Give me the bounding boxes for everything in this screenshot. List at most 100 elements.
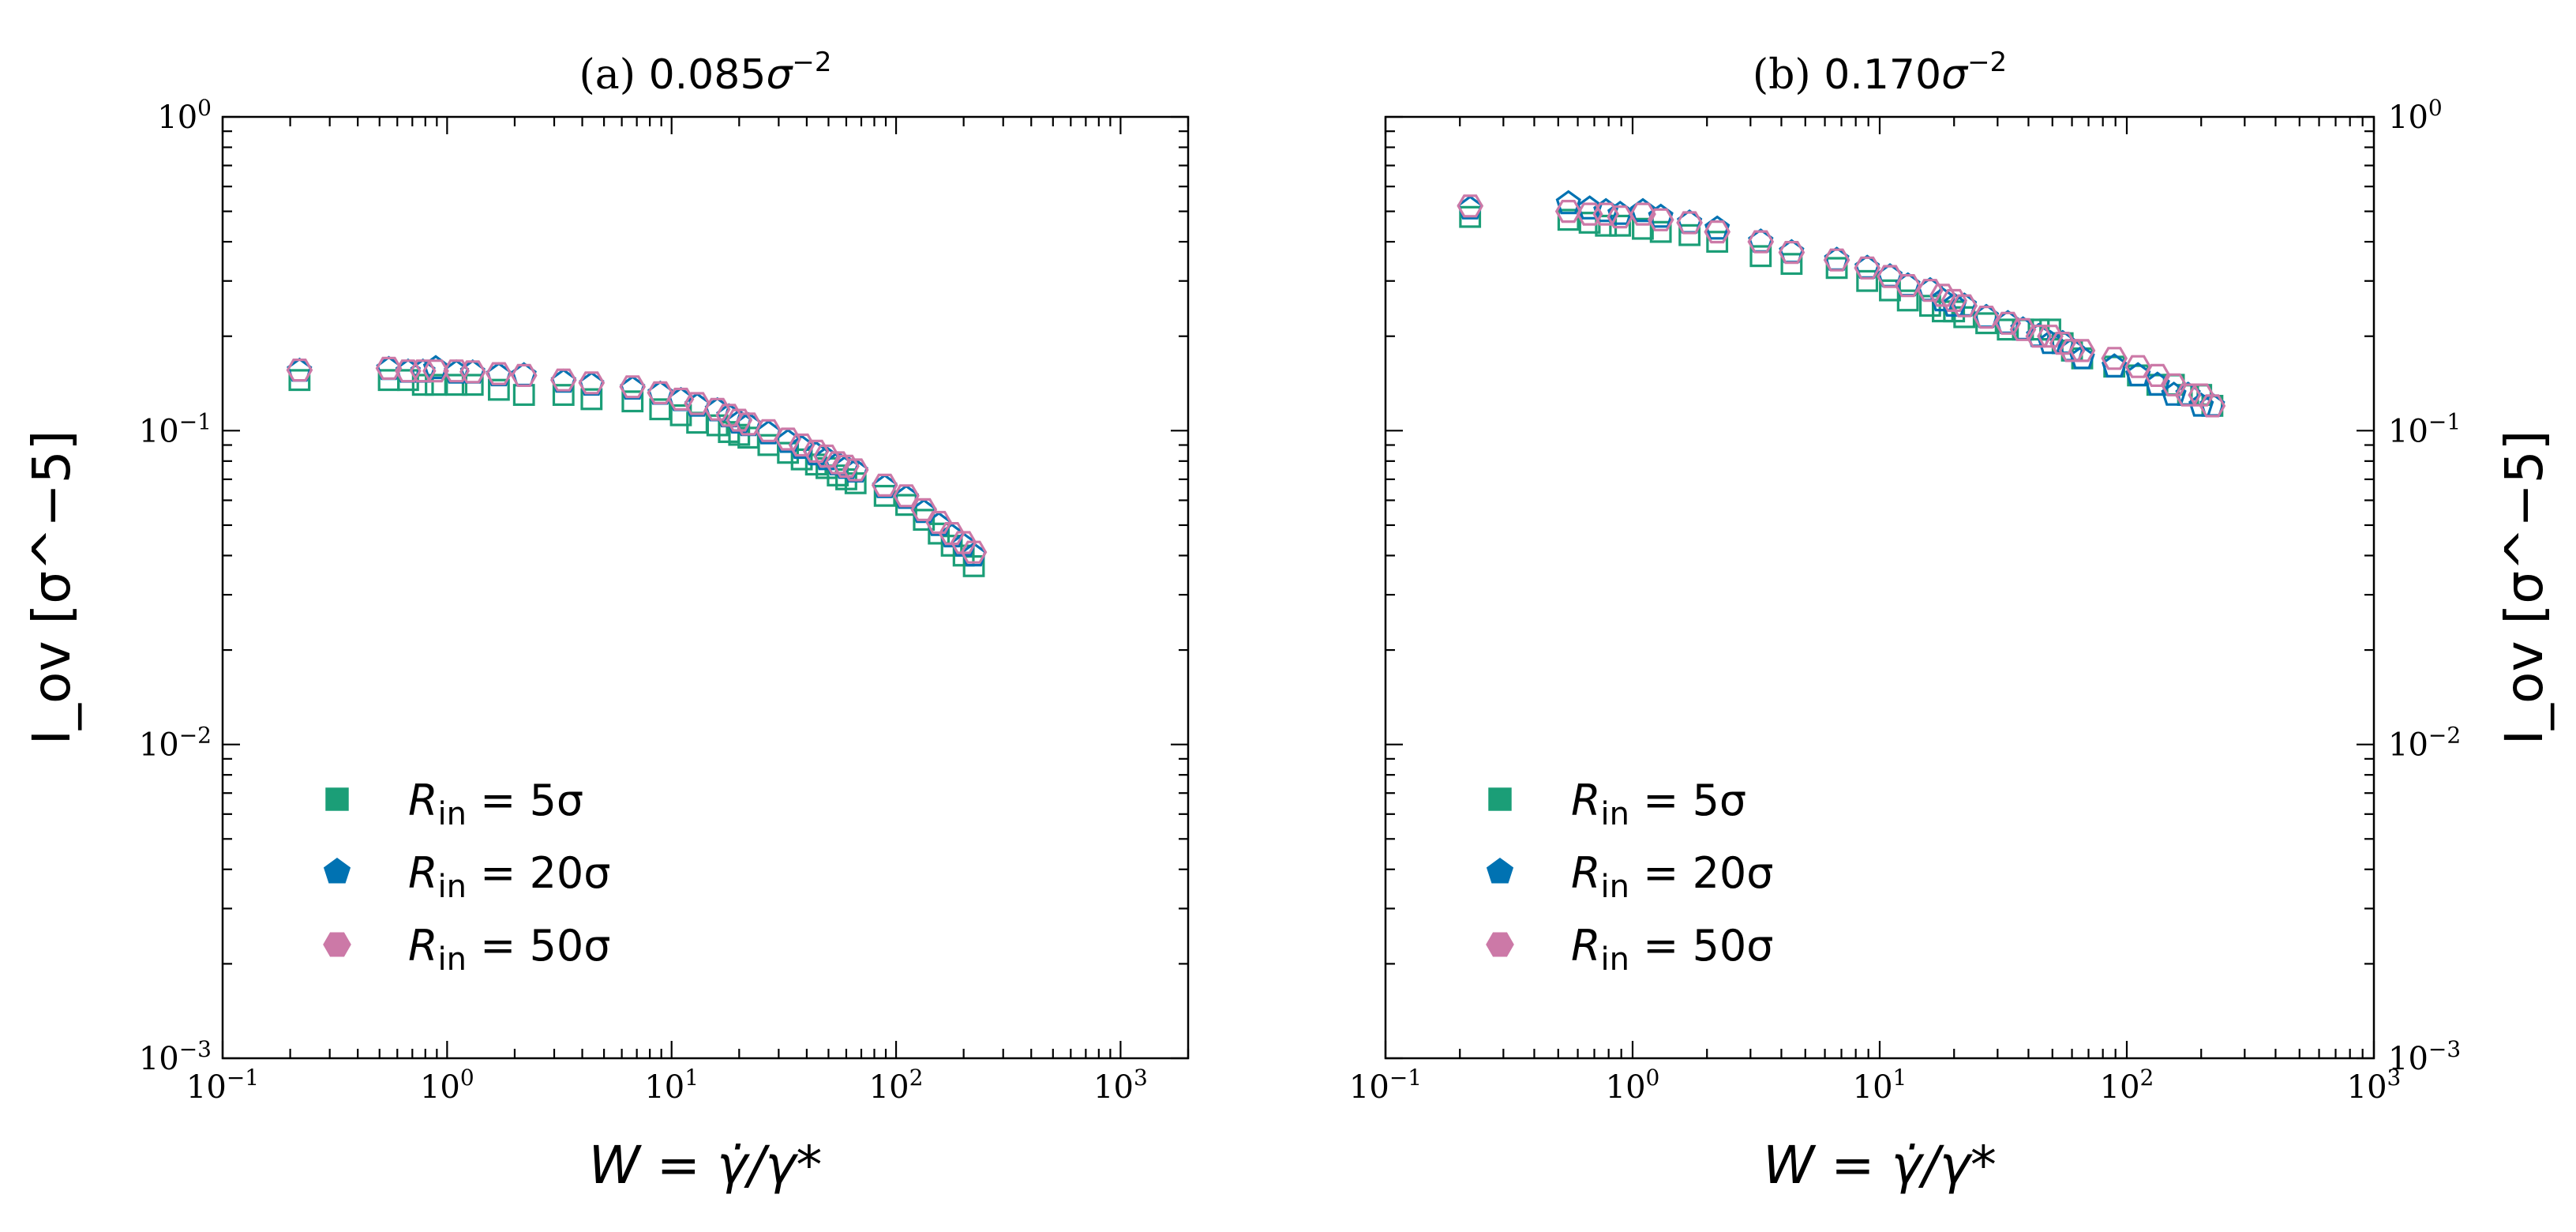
data-point <box>288 369 311 392</box>
data-point <box>960 540 988 564</box>
data-point <box>1704 220 1731 244</box>
legend-label: Rin = 5σ <box>1571 776 1746 832</box>
data-point <box>2049 332 2076 355</box>
y-tick-base: 10 <box>2388 413 2428 449</box>
data-point <box>395 359 422 383</box>
data-point <box>621 390 644 413</box>
data-point <box>1940 288 1968 312</box>
data-point <box>1647 208 1674 231</box>
data-point <box>1749 245 1772 268</box>
x-tick-label: 10−1 <box>1349 1065 1422 1106</box>
data-point <box>1595 214 1618 237</box>
legend-label-sub: in <box>1601 941 1629 978</box>
x-tick-exp: 2 <box>2140 1065 2154 1091</box>
data-point <box>461 374 484 396</box>
y-tick-base: 10 <box>2388 1041 2428 1077</box>
y-tick-exp: 0 <box>197 95 212 121</box>
legend-marker-hexagon <box>323 932 351 957</box>
x-tick-label: 100 <box>1606 1065 1660 1106</box>
data-point <box>1557 208 1580 231</box>
x-tick-base: 10 <box>1349 1069 1389 1106</box>
y-tick-label: 10−1 <box>139 408 212 449</box>
data-point <box>1973 306 2000 329</box>
title-value: 0.085 <box>649 51 767 99</box>
data-point <box>824 451 852 475</box>
data-point <box>422 359 449 383</box>
y-tick-base: 10 <box>139 1041 179 1077</box>
axes-frame <box>1384 115 2375 1060</box>
axis-ticks <box>1384 115 2375 1060</box>
y-tick-exp: −2 <box>2428 723 2461 749</box>
data-point <box>1576 202 1603 226</box>
legend-label-rest: = 20σ <box>467 848 611 898</box>
legend-marker-square <box>325 787 349 811</box>
data-point <box>2188 383 2215 407</box>
series-square <box>1459 205 2224 417</box>
legend-marker-hexagon <box>1486 932 1514 957</box>
data-point <box>1896 289 1919 312</box>
title-unit-base: σ <box>1941 51 1969 99</box>
x-tick-base: 10 <box>1853 1069 1893 1106</box>
legend-label-sub: in <box>438 941 467 978</box>
data-point <box>871 473 898 498</box>
x-tick-label: 102 <box>2100 1065 2154 1106</box>
data-point <box>486 362 512 385</box>
series-hexagon <box>286 356 988 564</box>
legend-label-main: R <box>1571 848 1601 898</box>
data-point <box>961 542 987 567</box>
chart-title: (b) 0.170σ−2 <box>1753 47 2007 99</box>
data-point <box>422 355 449 380</box>
legend-label-main: R <box>1571 921 1601 971</box>
data-point <box>684 392 711 415</box>
legend-label-sub: in <box>1601 796 1629 832</box>
data-point <box>802 439 830 463</box>
y-tick-exp: −3 <box>2428 1036 2461 1062</box>
title-unit-exp: −2 <box>1967 47 2007 78</box>
y-tick-label: 100 <box>157 95 212 136</box>
data-point <box>1629 202 1656 226</box>
data-point <box>1648 203 1674 228</box>
x-tick-base: 10 <box>2100 1069 2140 1106</box>
data-point <box>928 522 951 545</box>
x-tick-base: 10 <box>2347 1069 2387 1106</box>
data-point <box>1459 205 1482 228</box>
axis-ticks <box>221 115 1190 1060</box>
y-axis-label: I_ov [σ^−5] <box>21 430 82 746</box>
data-point <box>1997 318 2019 341</box>
legend-marker-pentagon <box>323 858 351 884</box>
data-point <box>735 412 762 436</box>
data-point <box>459 360 486 384</box>
x-tick-exp: −1 <box>1389 1065 1422 1091</box>
x-tick-exp: 1 <box>1893 1065 1907 1091</box>
data-point <box>1649 220 1672 243</box>
legend-label-main: R <box>408 921 438 971</box>
data-point <box>726 408 753 432</box>
data-point <box>715 404 743 427</box>
x-tick-label: 103 <box>2347 1065 2402 1106</box>
data-point <box>1555 190 1581 215</box>
y-tick-label: 10−3 <box>139 1036 212 1077</box>
x-tick-base: 10 <box>186 1069 227 1106</box>
legend-label-rest: = 5σ <box>467 776 583 825</box>
title-prefix: (b) <box>1753 51 1811 99</box>
y-tick-label: 10−1 <box>2388 408 2461 449</box>
x-tick-exp: 3 <box>2387 1065 2402 1091</box>
x-axis-label: W = γ̇/γ* <box>589 1135 823 1196</box>
x-tick-exp: 2 <box>909 1065 924 1091</box>
x-tick-label: 102 <box>869 1065 924 1106</box>
series-square <box>288 369 985 577</box>
data-point <box>647 381 674 404</box>
data-point <box>510 363 538 387</box>
data-point <box>1706 231 1729 254</box>
data-point <box>1894 274 1922 298</box>
data-point <box>938 521 966 546</box>
legend-label-rest: = 20σ <box>1629 848 1774 898</box>
y-tick-exp: −1 <box>2428 408 2461 434</box>
data-point <box>2068 339 2096 362</box>
x-tick-base: 10 <box>1093 1069 1134 1106</box>
data-point <box>1780 253 1803 276</box>
y-tick-label: 100 <box>2388 95 2443 136</box>
data-point <box>375 356 403 380</box>
